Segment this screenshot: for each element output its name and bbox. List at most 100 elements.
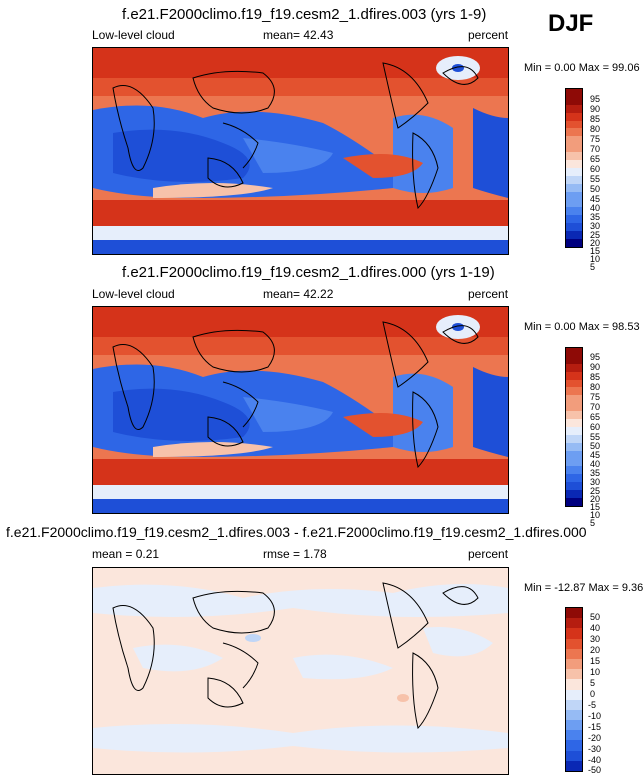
colorbar-swatch <box>566 223 582 232</box>
panel1-cb-label: 65 <box>590 154 601 164</box>
panel2-cb-label: 20 <box>590 494 601 504</box>
panel1-cb-label: 45 <box>590 194 601 204</box>
panel1-units-label: percent <box>468 28 509 42</box>
panel2-cb-label: 55 <box>590 432 601 442</box>
panel3-cb-label: 50 <box>590 612 601 622</box>
colorbar-swatch <box>566 426 582 435</box>
colorbar-swatch <box>566 497 582 506</box>
panel2-colorbar <box>565 347 583 507</box>
panel2-cb-label: 95 <box>590 352 601 362</box>
colorbar-swatch <box>566 730 582 741</box>
panel3-cb-label: 5 <box>590 678 596 688</box>
panel2-cb-label: 75 <box>590 392 601 402</box>
panel2-cb-label: 40 <box>590 459 601 469</box>
colorbar-swatch <box>566 199 582 208</box>
panel1-cb-label: 40 <box>590 203 601 213</box>
panel3-mean-label: mean = 0.21 <box>92 547 160 561</box>
panel2-cb-label: 60 <box>590 422 601 432</box>
panel1-cb-label: 10 <box>590 254 601 264</box>
colorbar-swatch <box>566 183 582 192</box>
panel1-cb-label: 20 <box>590 238 601 248</box>
colorbar-swatch <box>566 355 582 364</box>
panel1-title: f.e21.F2000climo.f19_f19.cesm2_1.dfires.… <box>122 6 487 23</box>
panel1-minmax: Min = 0.00 Max = 99.06 <box>524 62 640 74</box>
panel3-colorbar <box>565 607 583 772</box>
panel2-cb-label: 5 <box>590 518 596 528</box>
panel3-units-label: percent <box>468 547 509 561</box>
colorbar-swatch <box>566 458 582 467</box>
colorbar-swatch <box>566 231 582 239</box>
panel1-cb-label: 90 <box>590 104 601 114</box>
panel1-variable-label: Low-level cloud <box>92 28 175 42</box>
panel3-title: f.e21.F2000climo.f19_f19.cesm2_1.dfires.… <box>6 524 587 540</box>
colorbar-swatch <box>566 740 582 751</box>
panel3-cb-label: -10 <box>588 711 602 721</box>
panel1-cb-label: 85 <box>590 114 601 124</box>
colorbar-swatch <box>566 363 582 372</box>
panel1-colorbar <box>565 88 583 248</box>
panel1-cb-label: 95 <box>590 94 601 104</box>
panel2-variable-label: Low-level cloud <box>92 287 175 301</box>
panel2-minmax: Min = 0.00 Max = 98.53 <box>524 321 640 333</box>
panel2-mean-label: mean= 42.22 <box>263 287 334 301</box>
panel3-cb-label: -5 <box>588 700 597 710</box>
panel2-cb-label: 90 <box>590 362 601 372</box>
colorbar-swatch <box>566 618 582 629</box>
colorbar-swatch <box>566 348 582 356</box>
colorbar-swatch <box>566 112 582 121</box>
panel1-cb-label: 75 <box>590 134 601 144</box>
panel1-cb-label: 80 <box>590 124 601 134</box>
colorbar-swatch <box>566 387 582 396</box>
panel2-units-label: percent <box>468 287 509 301</box>
colorbar-swatch <box>566 490 582 498</box>
colorbar-swatch <box>566 215 582 224</box>
colorbar-swatch <box>566 128 582 137</box>
colorbar-swatch <box>566 207 582 216</box>
colorbar-swatch <box>566 638 582 649</box>
panel3-cb-label: 30 <box>590 634 601 644</box>
colorbar-swatch <box>566 411 582 420</box>
colorbar-swatch <box>566 434 582 443</box>
colorbar-swatch <box>566 709 582 721</box>
panel2-cb-label: 85 <box>590 372 601 382</box>
panel3-cb-label: -40 <box>588 755 602 765</box>
panel3-cb-label: -20 <box>588 733 602 743</box>
colorbar-swatch <box>566 152 582 161</box>
panel2-cb-label: 30 <box>590 477 601 487</box>
panel3-cb-label: -50 <box>588 765 602 775</box>
colorbar-swatch <box>566 120 582 129</box>
colorbar-swatch <box>566 689 582 700</box>
panel2-cb-label: 10 <box>590 510 601 520</box>
panel1-cb-label: 60 <box>590 164 601 174</box>
colorbar-swatch <box>566 669 582 680</box>
colorbar-swatch <box>566 482 582 491</box>
season-label: DJF <box>548 10 594 37</box>
panel3-cb-label: 15 <box>590 656 601 666</box>
panel1-cb-label: 25 <box>590 230 601 240</box>
panel2-cb-label: 65 <box>590 412 601 422</box>
colorbar-swatch <box>566 608 582 619</box>
panel2-cb-label: 15 <box>590 502 601 512</box>
panel1-cb-label: 15 <box>590 246 601 256</box>
panel3-cb-label: -30 <box>588 744 602 754</box>
panel1-cb-label: 5 <box>590 262 596 272</box>
colorbar-swatch <box>566 699 582 710</box>
panel3-cb-label: 10 <box>590 667 601 677</box>
panel2-cb-label: 50 <box>590 441 601 451</box>
panel1-cb-label: 55 <box>590 174 601 184</box>
panel1-mean-label: mean= 42.43 <box>263 28 334 42</box>
colorbar-swatch <box>566 191 582 200</box>
colorbar-swatch <box>566 175 582 184</box>
panel2-cb-label: 45 <box>590 450 601 460</box>
colorbar-swatch <box>566 466 582 475</box>
panel3-minmax: Min = -12.87 Max = 9.36 <box>524 582 644 594</box>
panel2-map <box>92 306 509 514</box>
colorbar-swatch <box>566 89 582 97</box>
panel3-cb-label: 40 <box>590 623 601 633</box>
colorbar-swatch <box>566 136 582 145</box>
panel3-rmse-label: rmse = 1.78 <box>263 547 327 561</box>
panel1-cb-label: 35 <box>590 212 601 222</box>
panel1-cb-label: 70 <box>590 144 601 154</box>
colorbar-swatch <box>566 371 582 380</box>
colorbar-swatch <box>566 750 582 761</box>
